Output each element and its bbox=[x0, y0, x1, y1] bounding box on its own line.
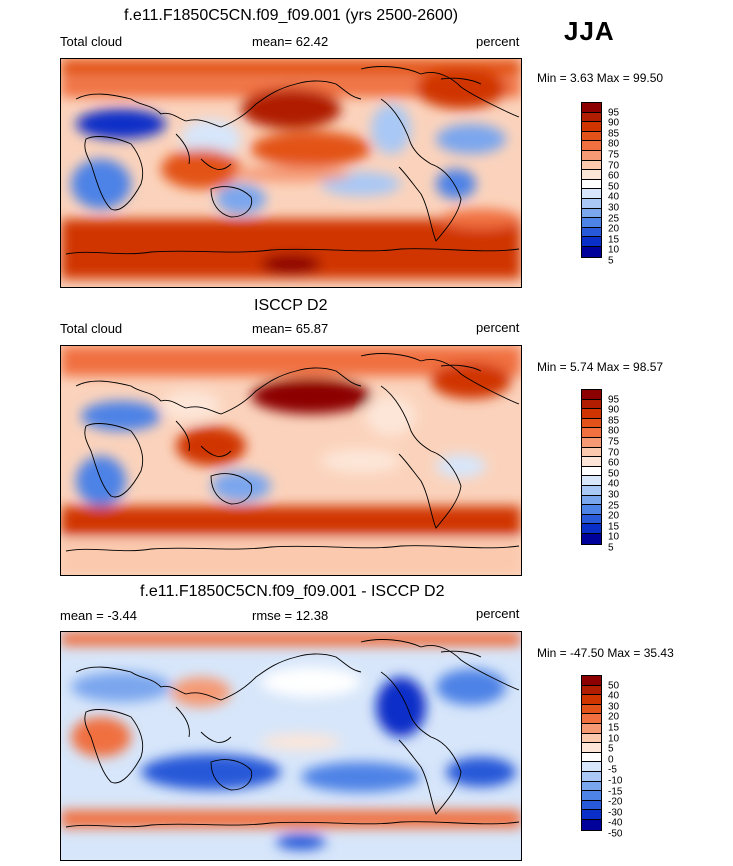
tick-label: 70 bbox=[608, 447, 620, 459]
tick-label: -40 bbox=[608, 817, 623, 829]
tick-label: 30 bbox=[608, 489, 620, 501]
tick-label: 15 bbox=[608, 722, 620, 734]
tick-label: 20 bbox=[608, 711, 620, 723]
tick-label: 10 bbox=[608, 531, 620, 543]
tick-label: 95 bbox=[608, 107, 620, 119]
tick-label: 25 bbox=[608, 213, 620, 225]
panel-title: f.e11.F1850C5CN.f09_f09.001 - ISCCP D2 bbox=[140, 583, 445, 600]
tick-label: 40 bbox=[608, 690, 620, 702]
tick-label: 5 bbox=[608, 255, 614, 267]
tick-label: 50 bbox=[608, 181, 620, 193]
tick-label: 40 bbox=[608, 478, 620, 490]
tick-label: 80 bbox=[608, 425, 620, 437]
tick-label: 70 bbox=[608, 160, 620, 172]
map-obs bbox=[60, 345, 522, 576]
tick-label: 95 bbox=[608, 394, 620, 406]
tick-label: 90 bbox=[608, 404, 620, 416]
minmax-label: Min = 5.74 Max = 98.57 bbox=[537, 360, 664, 374]
units-label: percent bbox=[476, 34, 520, 49]
tick-label: 50 bbox=[608, 468, 620, 480]
variable-label: Total cloud bbox=[60, 321, 123, 336]
tick-label: 75 bbox=[608, 149, 620, 161]
tick-label: 10 bbox=[608, 733, 620, 745]
mean-label: mean = -3.44 bbox=[60, 608, 137, 623]
colorbar-diff bbox=[581, 675, 602, 831]
tick-label: 30 bbox=[608, 202, 620, 214]
panel-title: f.e11.F1850C5CN.f09_f09.001 (yrs 2500-26… bbox=[124, 7, 459, 24]
tick-label: 20 bbox=[608, 223, 620, 235]
tick-label: 50 bbox=[608, 680, 620, 692]
colorbar-obs bbox=[581, 389, 602, 545]
map-diff bbox=[60, 631, 522, 861]
tick-label: 40 bbox=[608, 191, 620, 203]
panel-title: ISCCP D2 bbox=[254, 297, 328, 314]
variable-label: Total cloud bbox=[60, 34, 123, 49]
tick-label: 85 bbox=[608, 128, 620, 140]
season-label: JJA bbox=[564, 16, 615, 46]
tick-label: 5 bbox=[608, 743, 614, 755]
rmse-label: rmse = 12.38 bbox=[252, 608, 329, 623]
tick-label: -50 bbox=[608, 828, 623, 840]
tick-label: 0 bbox=[608, 754, 614, 766]
tick-label: 60 bbox=[608, 170, 620, 182]
tick-label: 15 bbox=[608, 234, 620, 246]
tick-label: 75 bbox=[608, 436, 620, 448]
tick-label: 60 bbox=[608, 457, 620, 469]
tick-label: 5 bbox=[608, 542, 614, 554]
tick-label: 30 bbox=[608, 701, 620, 713]
minmax-label: Min = 3.63 Max = 99.50 bbox=[537, 71, 664, 85]
tick-label: -30 bbox=[608, 807, 623, 819]
tick-label: 80 bbox=[608, 138, 620, 150]
tick-label: 15 bbox=[608, 521, 620, 533]
colorbar-model bbox=[581, 102, 602, 258]
map-model bbox=[60, 58, 522, 288]
minmax-label: Min = -47.50 Max = 35.43 bbox=[537, 646, 674, 660]
tick-label: -5 bbox=[608, 764, 617, 776]
tick-label: -15 bbox=[608, 786, 623, 798]
units-label: percent bbox=[476, 606, 520, 621]
tick-label: -20 bbox=[608, 796, 623, 808]
tick-label: 25 bbox=[608, 500, 620, 512]
units-label: percent bbox=[476, 320, 520, 335]
tick-label: 10 bbox=[608, 244, 620, 256]
tick-label: 90 bbox=[608, 117, 620, 129]
mean-label: mean= 65.87 bbox=[252, 321, 329, 336]
tick-label: 85 bbox=[608, 415, 620, 427]
mean-label: mean= 62.42 bbox=[252, 34, 329, 49]
tick-label: -10 bbox=[608, 775, 623, 787]
tick-label: 20 bbox=[608, 510, 620, 522]
